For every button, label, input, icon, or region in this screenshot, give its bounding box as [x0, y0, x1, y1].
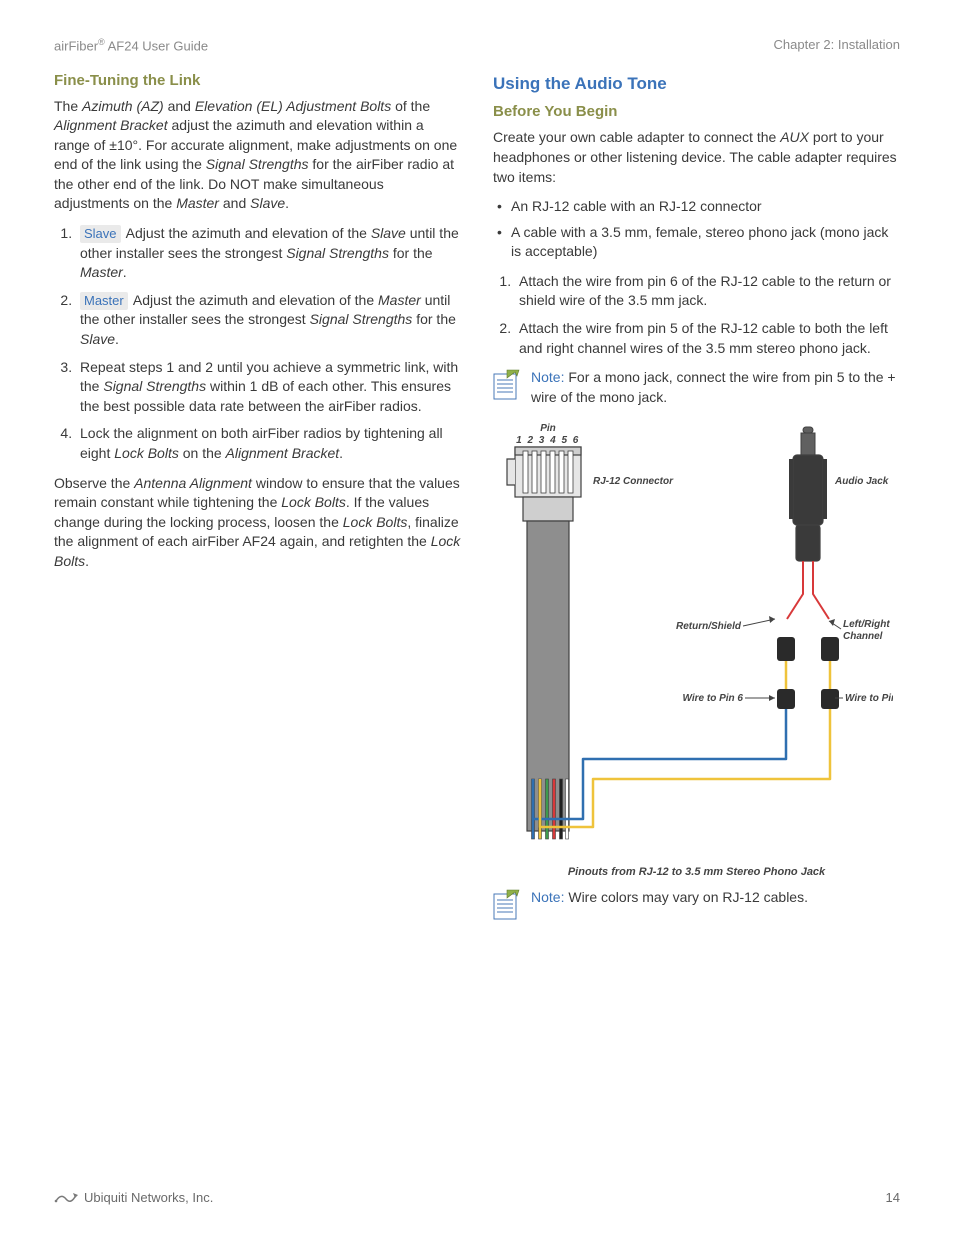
- list-item: Attach the wire from pin 5 of the RJ-12 …: [515, 319, 900, 358]
- svg-text:Wire to Pin 6: Wire to Pin 6: [683, 693, 744, 704]
- ubiquiti-logo-icon: [54, 1191, 78, 1205]
- svg-text:Pin: Pin: [540, 423, 556, 434]
- note-icon: [493, 888, 521, 920]
- header-left-prefix: airFiber: [54, 38, 98, 53]
- note-icon: [493, 368, 521, 400]
- footer-logo: Ubiquiti Networks, Inc.: [54, 1189, 213, 1207]
- list-item: A cable with a 3.5 mm, female, stereo ph…: [497, 223, 900, 262]
- svg-text:Wire to Pin 5: Wire to Pin 5: [845, 693, 893, 704]
- note-text: Note: For a mono jack, connect the wire …: [531, 368, 900, 407]
- list-item: Repeat steps 1 and 2 until you achieve a…: [76, 358, 461, 417]
- note-text: Note: Wire colors may vary on RJ-12 cabl…: [531, 888, 808, 908]
- adapter-intro: Create your own cable adapter to connect…: [493, 128, 900, 187]
- list-item: Slave Adjust the azimuth and elevation o…: [76, 224, 461, 283]
- observe-paragraph: Observe the Antenna Alignment window to …: [54, 474, 461, 572]
- fine-tuning-intro: The Azimuth (AZ) and Elevation (EL) Adju…: [54, 97, 461, 215]
- note-wire-colors: Note: Wire colors may vary on RJ-12 cabl…: [493, 888, 900, 920]
- footer-page-number: 14: [886, 1189, 900, 1207]
- note-mono-jack: Note: For a mono jack, connect the wire …: [493, 368, 900, 407]
- pinout-diagram: Pin1 2 3 4 5 6 RJ-12 Connector Audio Jack R…: [493, 419, 900, 880]
- svg-text:Channel: Channel: [843, 631, 883, 642]
- list-item: Lock the alignment on both airFiber radi…: [76, 424, 461, 463]
- header-left-sup: ®: [98, 37, 105, 47]
- heading-fine-tuning: Fine-Tuning the Link: [54, 70, 461, 91]
- heading-before-begin: Before You Begin: [493, 101, 900, 122]
- wiring-steps: Attach the wire from pin 6 of the RJ-12 …: [493, 272, 900, 358]
- items-list: An RJ-12 cable with an RJ-12 connector A…: [493, 197, 900, 262]
- heading-audio-tone: Using the Audio Tone: [493, 72, 900, 96]
- header-left-suffix: AF24 User Guide: [105, 38, 208, 53]
- header-left: airFiber® AF24 User Guide: [54, 36, 208, 56]
- master-tag: Master: [80, 292, 128, 310]
- svg-text:1 2 3 4 5 6: 1 2 3 4 5 6: [516, 435, 580, 446]
- page-header: airFiber® AF24 User Guide Chapter 2: Ins…: [54, 36, 900, 56]
- diagram-caption: Pinouts from RJ-12 to 3.5 mm Stereo Phon…: [493, 865, 900, 880]
- header-right: Chapter 2: Installation: [774, 36, 900, 56]
- fine-tuning-steps: Slave Adjust the azimuth and elevation o…: [54, 224, 461, 464]
- right-column: Using the Audio Tone Before You Begin Cr…: [493, 70, 900, 933]
- list-item: Master Adjust the azimuth and elevation …: [76, 291, 461, 350]
- slave-tag: Slave: [80, 225, 121, 243]
- svg-text:Audio Jack: Audio Jack: [834, 476, 889, 487]
- page-footer: Ubiquiti Networks, Inc. 14: [54, 1189, 900, 1207]
- svg-text:RJ-12 Connector: RJ-12 Connector: [593, 476, 674, 487]
- svg-text:Return/Shield: Return/Shield: [676, 621, 742, 632]
- list-item: An RJ-12 cable with an RJ-12 connector: [497, 197, 900, 217]
- list-item: Attach the wire from pin 6 of the RJ-12 …: [515, 272, 900, 311]
- left-column: Fine-Tuning the Link The Azimuth (AZ) an…: [54, 70, 461, 933]
- footer-company: Ubiquiti Networks, Inc.: [84, 1189, 213, 1207]
- svg-text:Left/Right: Left/Right: [843, 619, 890, 630]
